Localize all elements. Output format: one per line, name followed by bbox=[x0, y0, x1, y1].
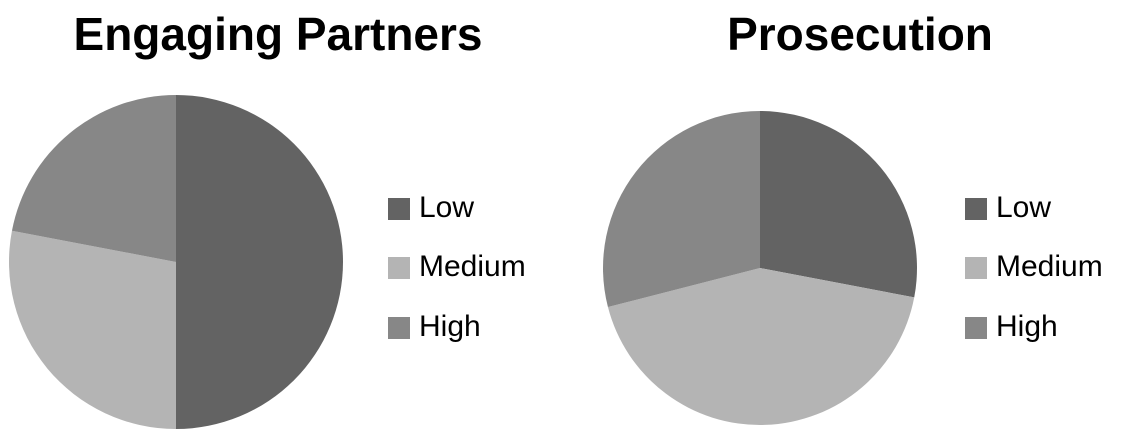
legend-swatch bbox=[965, 198, 987, 220]
legend-swatch bbox=[965, 257, 987, 279]
legend-swatch bbox=[388, 317, 410, 339]
chart-title: Prosecution bbox=[727, 8, 993, 60]
legend-label: High bbox=[996, 310, 1058, 343]
legend-label: Low bbox=[996, 191, 1051, 224]
pie-slice bbox=[8, 230, 176, 429]
pie-slice bbox=[603, 111, 760, 308]
legend-swatch bbox=[388, 257, 410, 279]
legend-label: Low bbox=[419, 191, 474, 224]
pie-slice bbox=[760, 111, 917, 298]
legend-swatch bbox=[965, 317, 987, 339]
legend-label: Medium bbox=[419, 250, 526, 283]
legend-swatch bbox=[388, 198, 410, 220]
legend-label: High bbox=[419, 310, 481, 343]
legend-label: Medium bbox=[996, 250, 1103, 283]
pie-slice bbox=[607, 268, 915, 426]
pie-slice bbox=[176, 95, 343, 429]
pie-slice bbox=[11, 95, 177, 262]
chart-title: Engaging Partners bbox=[74, 8, 483, 60]
